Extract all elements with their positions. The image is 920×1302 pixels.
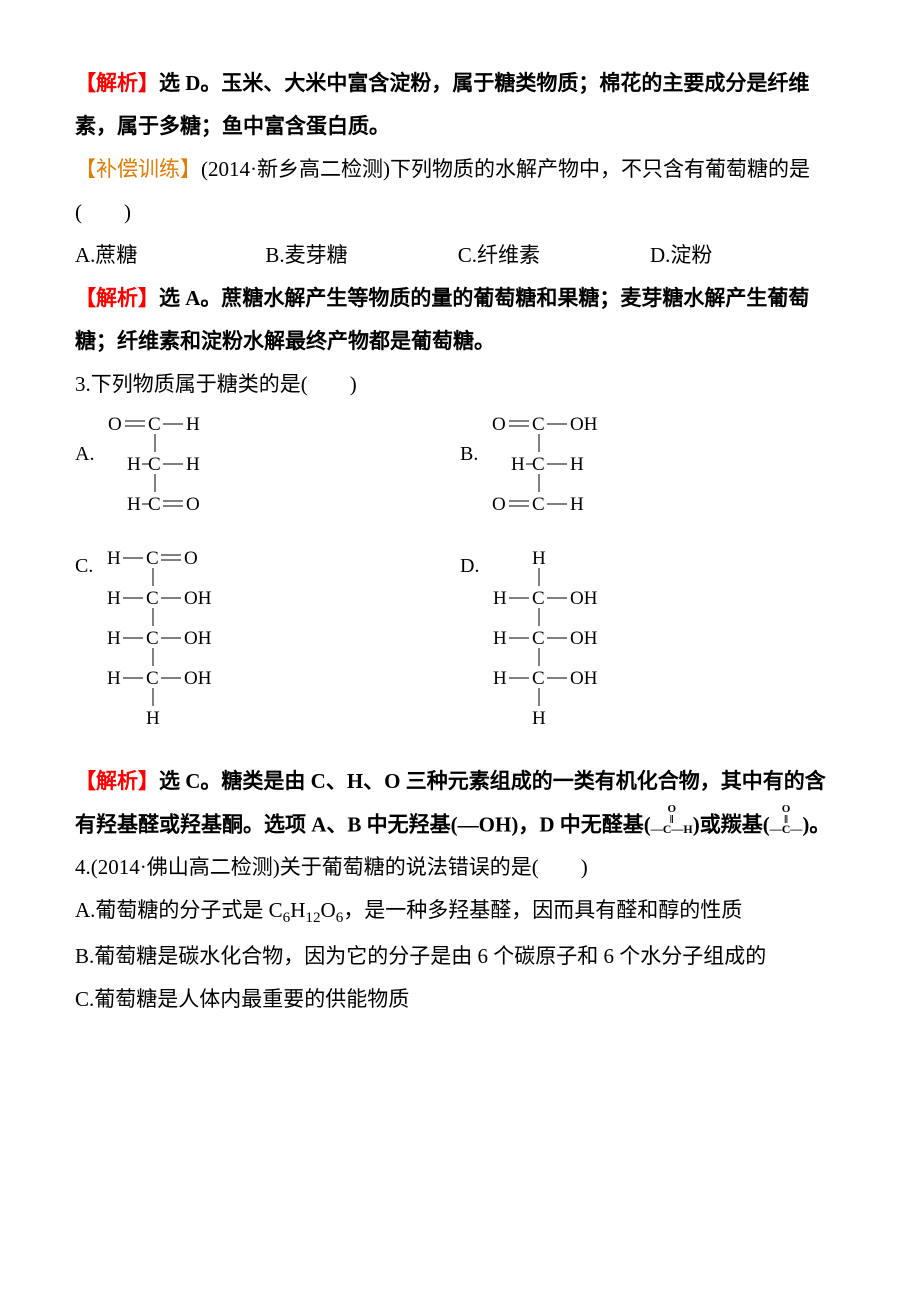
svg-text:H: H xyxy=(532,708,546,729)
q3-structs-row1: A. OCH HCH HCO B. OCOH HCH xyxy=(75,412,845,540)
svg-text:O: O xyxy=(492,494,506,515)
svg-text:H: H xyxy=(493,588,507,609)
svg-text:O: O xyxy=(108,414,122,435)
option-c: C.纤维素 xyxy=(458,234,540,277)
svg-text:C: C xyxy=(532,588,545,609)
explain-1-text: 选 D。玉米、大米中富含淀粉，属于糖类物质；棉花的主要成分是纤维素，属于多糖；鱼… xyxy=(75,71,809,138)
explain-2-text: 选 A。蔗糖水解产生等物质的量的葡萄糖和果糖；麦芽糖水解产生葡萄糖；纤维素和淀粉… xyxy=(75,286,809,353)
mid: O xyxy=(321,898,336,922)
q3-struct-A: A. OCH HCH HCO xyxy=(75,412,460,540)
svg-text:OH: OH xyxy=(184,588,212,609)
struct-label-a: A. xyxy=(75,434,94,475)
svg-text:H: H xyxy=(107,628,121,649)
svg-text:O: O xyxy=(184,548,198,569)
svg-text:H: H xyxy=(493,668,507,689)
q3-structs-row2: C. HCO HCOH HCOH HCOH H D. xyxy=(75,546,845,754)
explain-3-part2: )或羰基( xyxy=(693,812,770,836)
tag-explain: 【解析】 xyxy=(75,286,159,310)
svg-text:H: H xyxy=(532,548,546,569)
struct-label-d: D. xyxy=(460,546,479,587)
sub: 12 xyxy=(305,911,320,927)
svg-text:H: H xyxy=(493,628,507,649)
svg-text:C: C xyxy=(532,414,545,435)
option-d: D.淀粉 xyxy=(650,234,712,277)
svg-text:H: H xyxy=(186,414,200,435)
svg-text:H: H xyxy=(127,494,141,515)
option-a: A.蔗糖 xyxy=(75,234,137,277)
svg-text:OH: OH xyxy=(570,668,598,689)
svg-text:OH: OH xyxy=(570,628,598,649)
q3-struct-C: C. HCO HCOH HCOH HCOH H xyxy=(75,546,460,754)
svg-text:C: C xyxy=(146,588,159,609)
q3-struct-D: D. H HCOH HCOH HCOH H xyxy=(460,546,845,754)
svg-text:C: C xyxy=(148,454,161,475)
mid: H xyxy=(290,898,305,922)
svg-text:O: O xyxy=(186,494,200,515)
option-b: B.麦芽糖 xyxy=(265,234,347,277)
tag-explain: 【解析】 xyxy=(75,71,159,95)
svg-text:C: C xyxy=(146,668,159,689)
struct-label-b: B. xyxy=(460,434,478,475)
svg-text:OH: OH xyxy=(184,628,212,649)
explain-2: 【解析】选 A。蔗糖水解产生等物质的量的葡萄糖和果糖；麦芽糖水解产生葡萄糖；纤维… xyxy=(75,277,845,363)
q4-option-a: A.葡萄糖的分子式是 C6H12O6，是一种多羟基醛，因而具有醛和醇的性质 xyxy=(75,889,845,934)
explain-3: 【解析】选 C。糖类是由 C、H、O 三种元素组成的一类有机化合物，其中有的含有… xyxy=(75,760,845,847)
supplementary-options: A.蔗糖 B.麦芽糖 C.纤维素 D.淀粉 xyxy=(75,234,845,277)
svg-text:C: C xyxy=(146,548,159,569)
svg-text:H: H xyxy=(186,454,200,475)
tag-supplement: 【补偿训练】 xyxy=(75,157,201,181)
svg-text:C: C xyxy=(532,668,545,689)
svg-text:OH: OH xyxy=(570,414,598,435)
explain-1: 【解析】选 D。玉米、大米中富含淀粉，属于糖类物质；棉花的主要成分是纤维素，属于… xyxy=(75,62,845,148)
q4a-post: ，是一种多羟基醛，因而具有醛和醇的性质 xyxy=(343,898,742,922)
svg-text:H: H xyxy=(107,548,121,569)
svg-text:H: H xyxy=(107,588,121,609)
explain-3-part3: )。 xyxy=(802,812,830,836)
svg-text:OH: OH xyxy=(184,668,212,689)
q4a-pre: A.葡萄糖的分子式是 C xyxy=(75,898,283,922)
tag-explain: 【解析】 xyxy=(75,769,159,793)
q4-option-b: B.葡萄糖是碳水化合物，因为它的分子是由 6 个碳原子和 6 个水分子组成的 xyxy=(75,935,845,978)
svg-text:H: H xyxy=(146,708,160,729)
q4-stem: 4.(2014·佛山高二检测)关于葡萄糖的说法错误的是( ) xyxy=(75,846,845,889)
q3-struct-B: B. OCOH HCH OCH xyxy=(460,412,845,540)
svg-text:H: H xyxy=(107,668,121,689)
q3-stem: 3.下列物质属于糖类的是( ) xyxy=(75,363,845,406)
struct-a-svg: OCH HCH HCO xyxy=(108,412,228,540)
svg-text:C: C xyxy=(148,414,161,435)
supplementary-question: 【补偿训练】(2014·新乡高二检测)下列物质的水解产物中，不只含有葡萄糖的是(… xyxy=(75,148,845,234)
carbonyl-group-icon: O‖—C— xyxy=(770,803,803,835)
svg-text:C: C xyxy=(532,494,545,515)
struct-b-svg: OCOH HCH OCH xyxy=(492,412,632,540)
svg-text:C: C xyxy=(146,628,159,649)
aldehyde-group-icon: O‖—C—H xyxy=(651,803,693,835)
struct-label-c: C. xyxy=(75,546,93,587)
svg-text:C: C xyxy=(532,628,545,649)
svg-text:O: O xyxy=(492,414,506,435)
svg-text:H: H xyxy=(570,454,584,475)
svg-text:H: H xyxy=(570,494,584,515)
svg-text:C: C xyxy=(532,454,545,475)
svg-text:H: H xyxy=(511,454,525,475)
struct-d-svg: H HCOH HCOH HCOH H xyxy=(493,546,633,754)
struct-c-svg: HCO HCOH HCOH HCOH H xyxy=(107,546,247,754)
svg-text:C: C xyxy=(148,494,161,515)
svg-text:H: H xyxy=(127,454,141,475)
svg-text:OH: OH xyxy=(570,588,598,609)
q4-option-c: C.葡萄糖是人体内最重要的供能物质 xyxy=(75,978,845,1021)
